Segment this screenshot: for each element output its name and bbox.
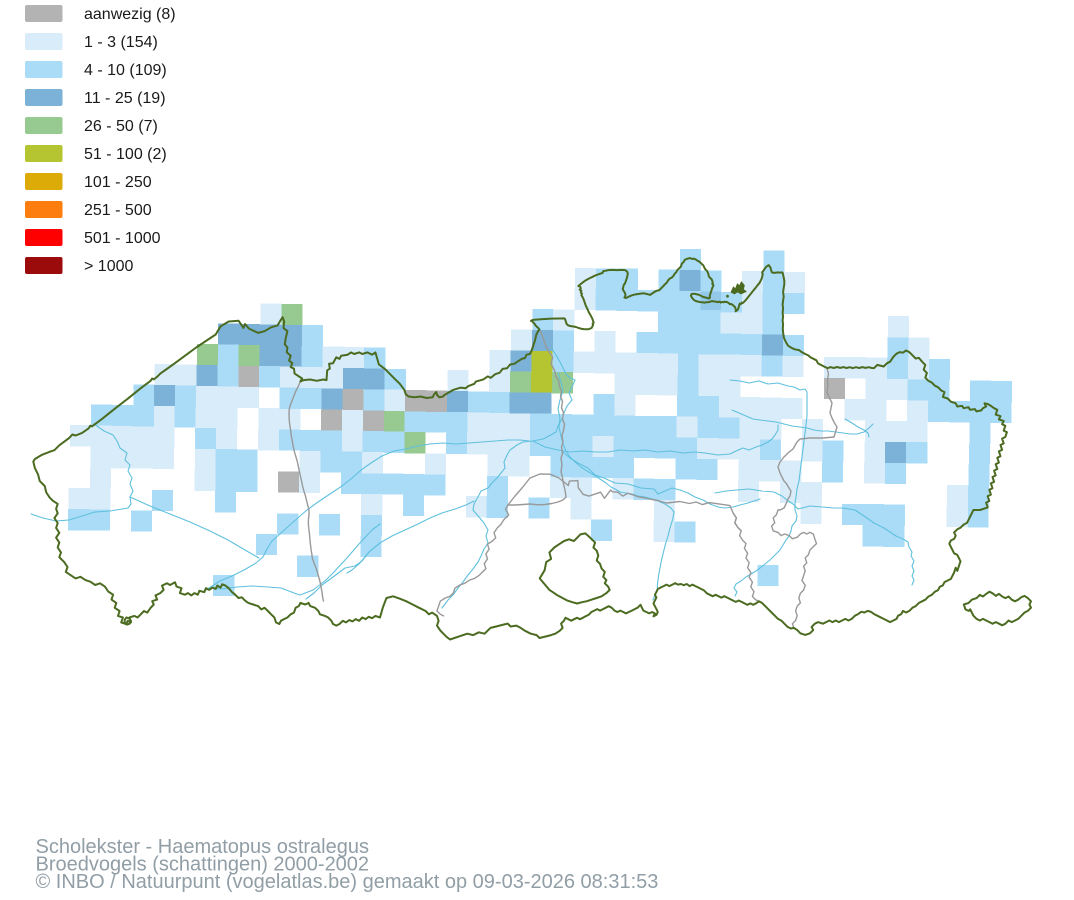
svg-text:51 - 100 (2): 51 - 100 (2) — [84, 146, 167, 163]
svg-text:26 - 50 (7): 26 - 50 (7) — [84, 118, 158, 135]
svg-text:1 - 3 (154): 1 - 3 (154) — [84, 34, 158, 51]
svg-text:501 - 1000: 501 - 1000 — [84, 230, 161, 247]
svg-text:Scholekster - Haematopus ostra: Scholekster - Haematopus ostralegus — [36, 836, 370, 858]
svg-text:251 - 500: 251 - 500 — [84, 202, 152, 219]
svg-text:aanwezig (8): aanwezig (8) — [84, 6, 176, 23]
svg-text:11 - 25 (19): 11 - 25 (19) — [84, 90, 166, 107]
svg-text:© INBO / Natuurpunt (vogelatla: © INBO / Natuurpunt (vogelatlas.be) gema… — [36, 871, 659, 893]
svg-text:> 1000: > 1000 — [84, 258, 133, 275]
svg-text:Broedvogels (schattingen) 2000: Broedvogels (schattingen) 2000-2002 — [36, 854, 370, 876]
svg-text:4 - 10 (109): 4 - 10 (109) — [84, 62, 167, 79]
svg-text:101 - 250: 101 - 250 — [84, 174, 152, 191]
